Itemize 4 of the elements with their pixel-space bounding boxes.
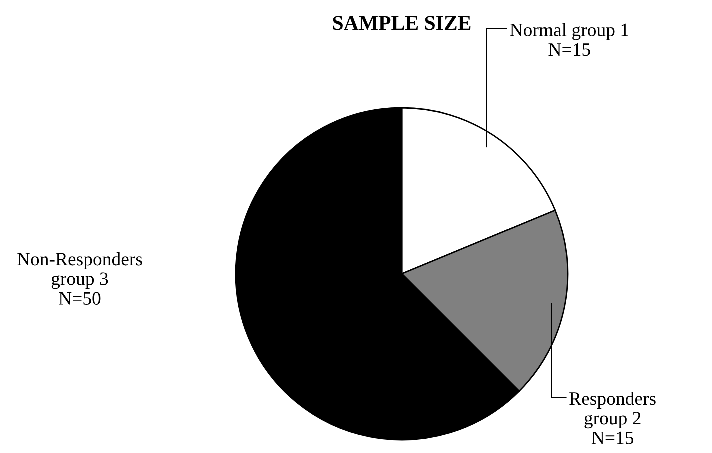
slice-label: Responders group 2 N=15 (570, 392, 656, 444)
slice-label: Normal group 1 N=15 (510, 23, 628, 56)
chart-title: SAMPLE SIZE (333, 16, 471, 30)
slice-label: Non-Responders group 3 N=50 (17, 252, 142, 305)
